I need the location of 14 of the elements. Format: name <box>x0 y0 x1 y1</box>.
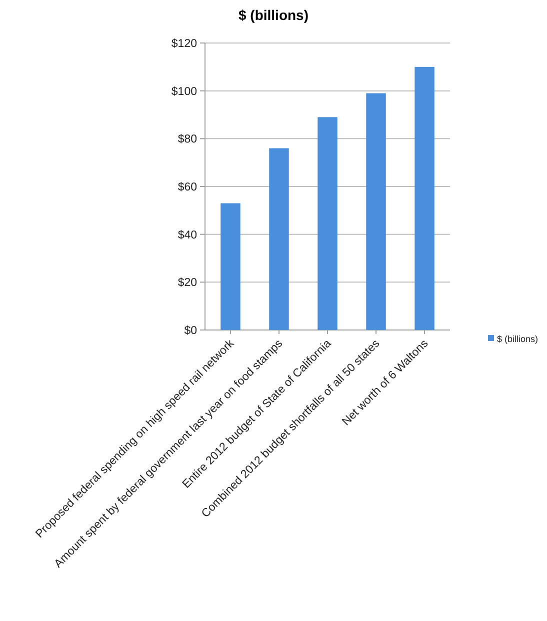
chart-title: $ (billions) <box>238 7 308 23</box>
bar <box>220 203 240 330</box>
bar <box>414 66 434 330</box>
bar <box>366 93 386 330</box>
y-tick-label: $0 <box>184 325 197 338</box>
y-tick-label: $100 <box>171 86 197 98</box>
y-tick-label: $20 <box>178 277 197 290</box>
bar <box>269 148 289 330</box>
y-tick-label: $40 <box>178 229 197 242</box>
legend-label: $ (billions) <box>497 334 538 344</box>
y-tick-label: $60 <box>178 182 197 194</box>
bar <box>318 117 338 330</box>
y-tick-label: $120 <box>171 38 197 50</box>
y-tick-label: $80 <box>178 134 197 146</box>
